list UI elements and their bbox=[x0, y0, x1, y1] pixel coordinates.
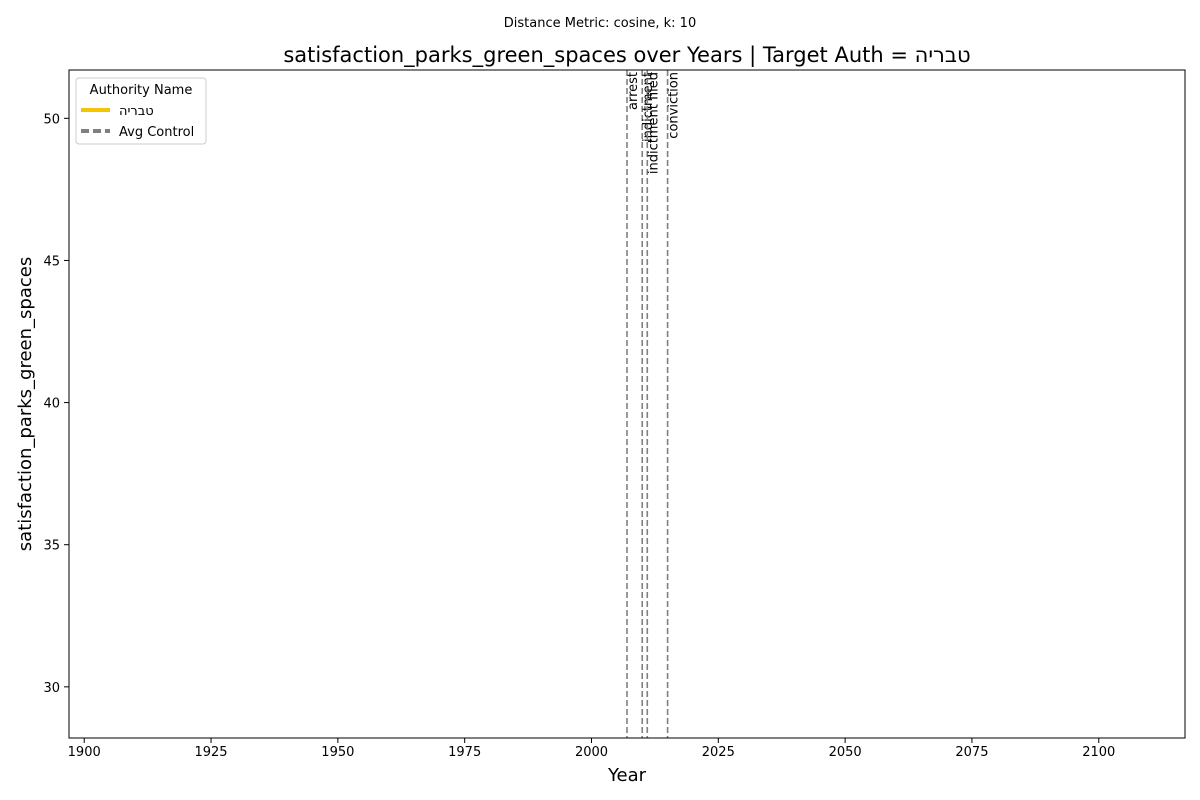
x-tick-label: 2075 bbox=[955, 745, 988, 760]
legend: Authority Name טבריה Avg Control bbox=[75, 77, 207, 145]
event-label: conviction bbox=[667, 72, 682, 139]
x-tick-label: 1925 bbox=[194, 745, 227, 760]
chart-title: satisfaction_parks_green_spaces over Yea… bbox=[283, 43, 970, 68]
x-tick-label: 1900 bbox=[68, 745, 101, 760]
x-tick-label: 2000 bbox=[575, 745, 608, 760]
y-tick-label: 30 bbox=[43, 681, 60, 696]
x-tick-label: 2025 bbox=[702, 745, 735, 760]
y-tick-label: 35 bbox=[43, 539, 60, 554]
legend-box bbox=[75, 77, 207, 145]
legend-entry-label: טבריה bbox=[119, 104, 154, 119]
x-tick-label: 2100 bbox=[1082, 745, 1115, 760]
x-axis-label: Year bbox=[607, 765, 647, 786]
event-label: arrest bbox=[626, 72, 641, 110]
x-tick-label: 1975 bbox=[448, 745, 481, 760]
plot-frame bbox=[68, 69, 1186, 739]
x-tick-label: 1950 bbox=[321, 745, 354, 760]
y-tick-label: 50 bbox=[43, 112, 60, 127]
legend-entry-label: Avg Control bbox=[119, 125, 194, 140]
event-label: indictment filed bbox=[646, 72, 661, 174]
y-tick-label: 45 bbox=[43, 254, 60, 269]
x-tick-label: 2050 bbox=[829, 745, 862, 760]
y-axis-label: satisfaction_parks_green_spaces bbox=[15, 257, 36, 551]
chart-subtitle: Distance Metric: cosine, k: 10 bbox=[504, 16, 696, 31]
legend-title: Authority Name bbox=[90, 83, 193, 98]
event-label: indictment bbox=[641, 72, 656, 142]
y-tick-label: 40 bbox=[43, 397, 60, 412]
plot-area: 1900 1925 1950 1975 2000 2025 2050 2075 2100 30 35… bbox=[43, 69, 1186, 760]
